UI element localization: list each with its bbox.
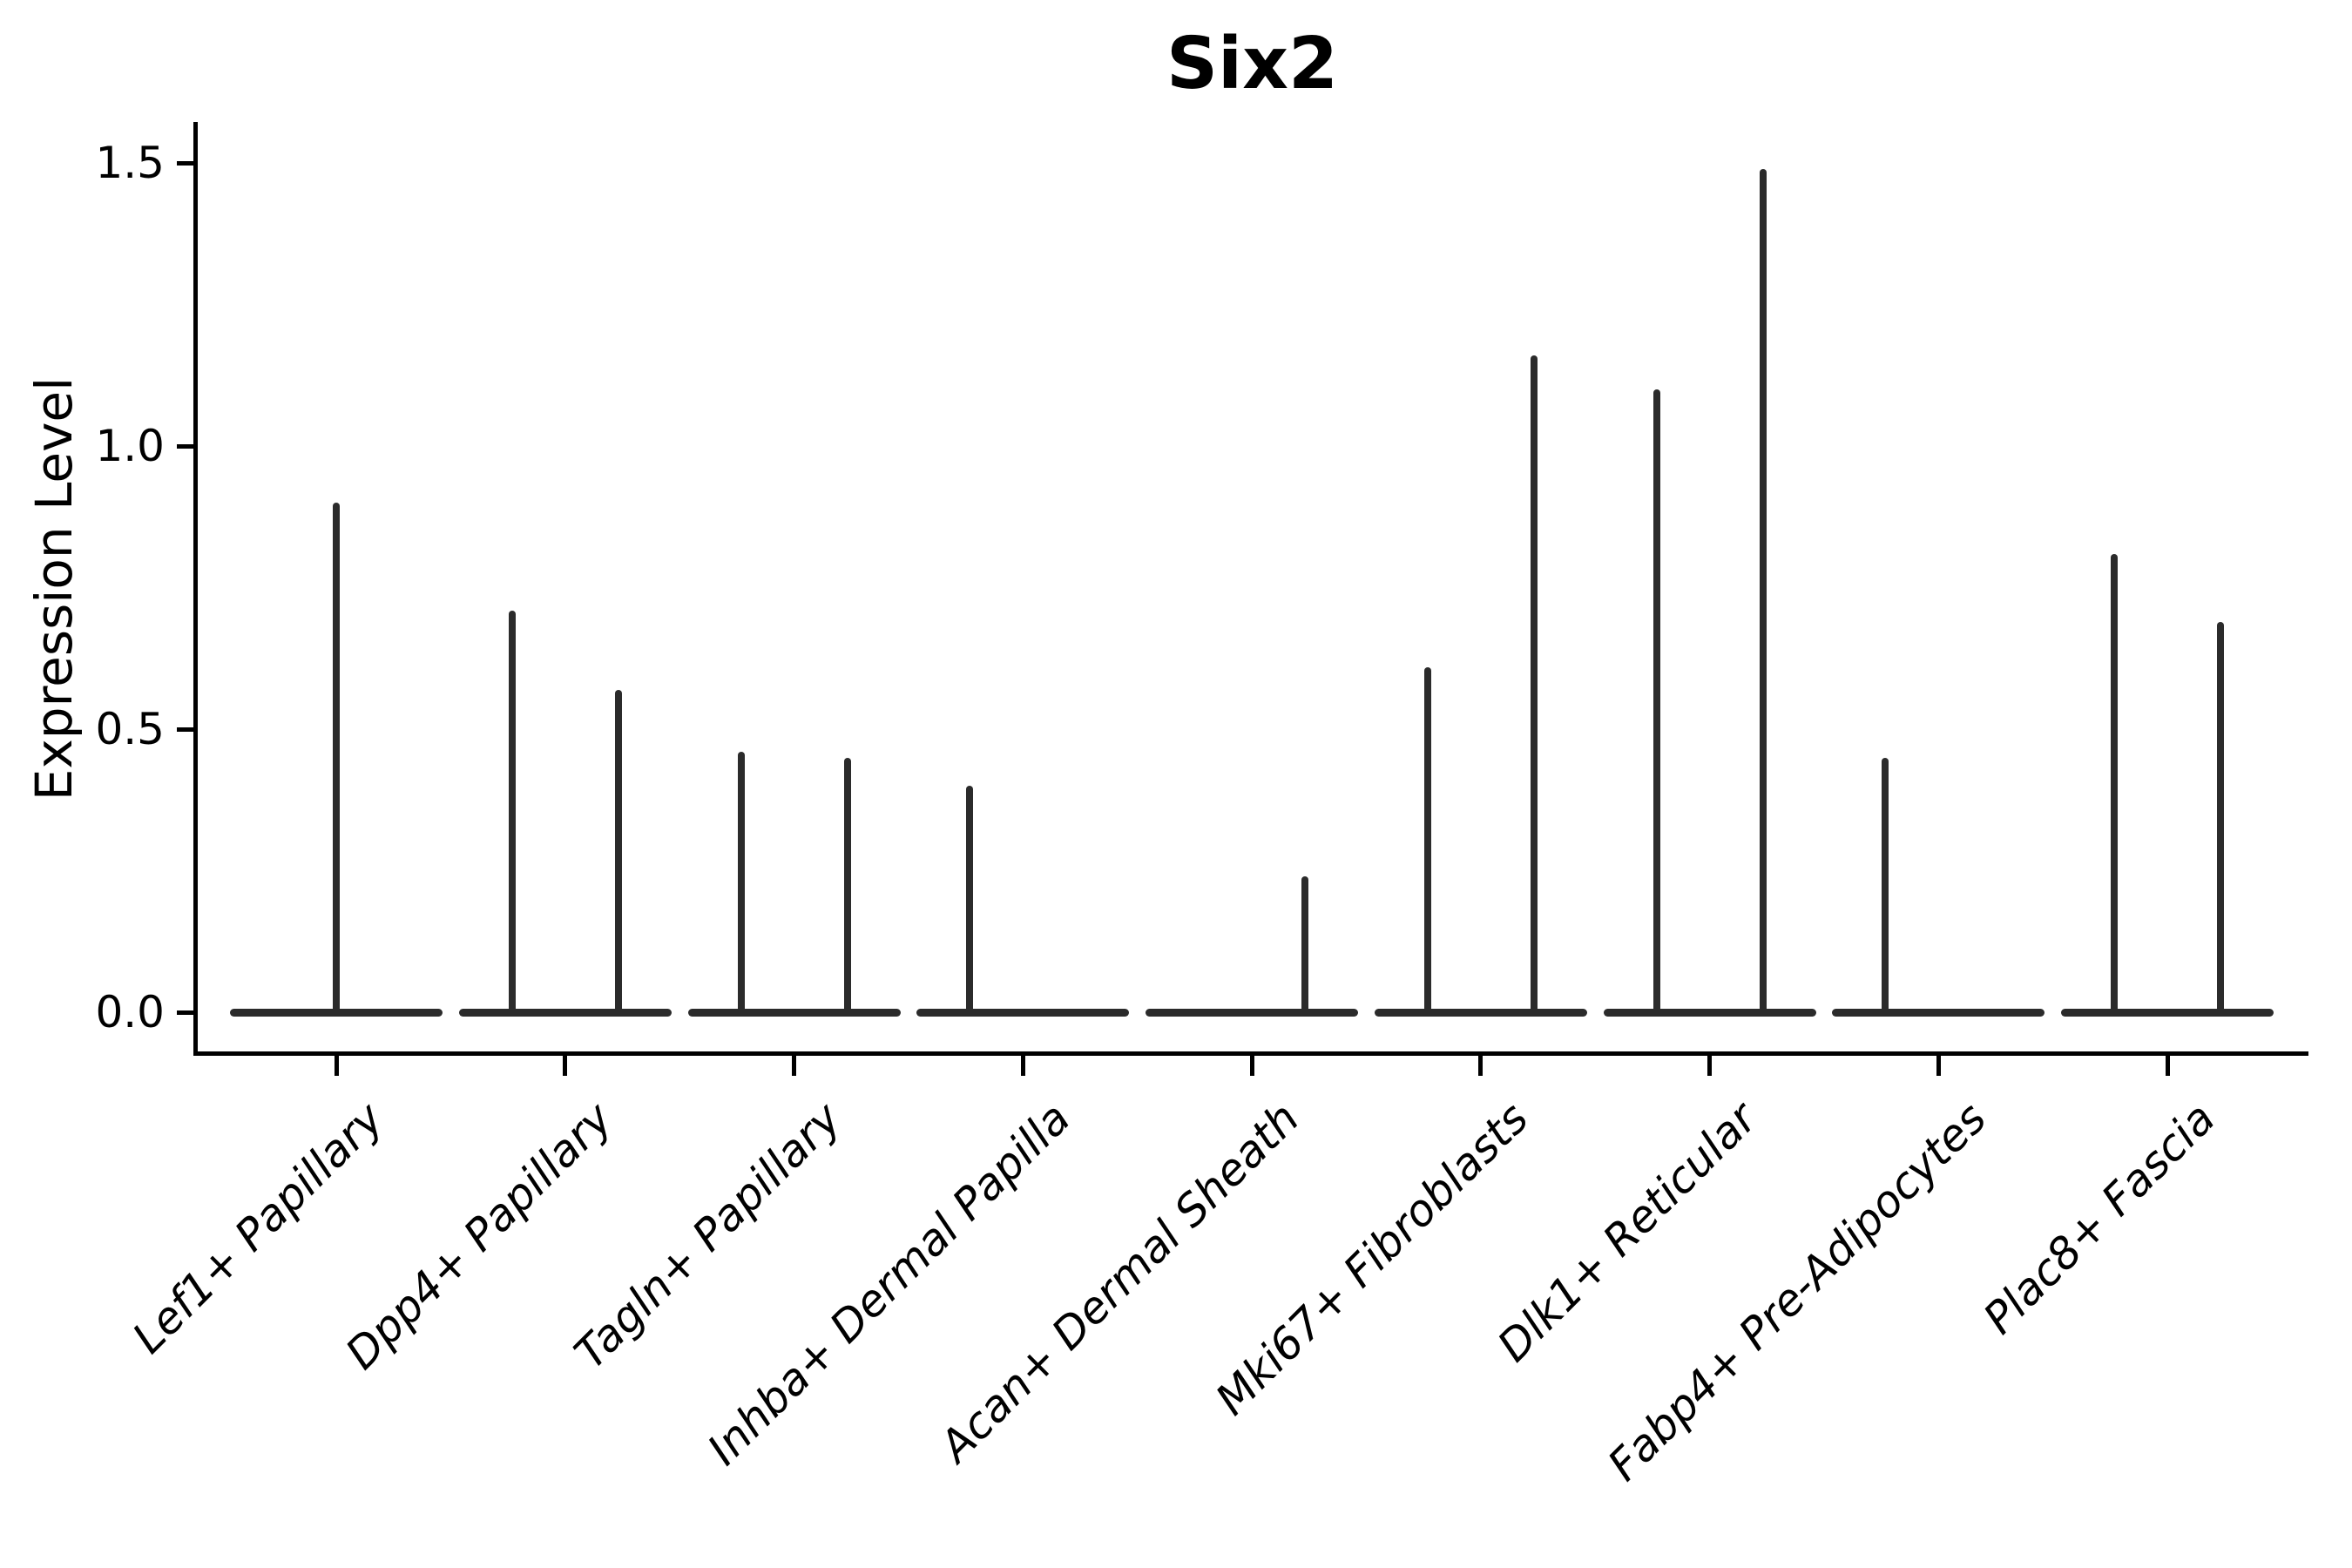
y-tick-mark bbox=[177, 160, 194, 166]
y-axis-spine bbox=[193, 122, 198, 1056]
plot-title: Six2 bbox=[1166, 23, 1339, 105]
violin-spike bbox=[1759, 168, 1767, 1015]
violin-spike bbox=[737, 752, 745, 1015]
violin-baseline bbox=[687, 1008, 901, 1017]
violin-spike bbox=[508, 610, 516, 1015]
x-tick-mark bbox=[563, 1053, 568, 1076]
y-tick-mark bbox=[177, 443, 194, 449]
violin-baseline bbox=[2061, 1008, 2274, 1017]
violin-spike bbox=[1530, 355, 1538, 1015]
x-tick-mark bbox=[1936, 1053, 1941, 1076]
violin-baseline bbox=[1832, 1008, 2045, 1017]
x-tick-mark bbox=[334, 1053, 339, 1076]
y-tick-label: 1.5 bbox=[95, 138, 165, 188]
x-tick-mark bbox=[2165, 1053, 2170, 1076]
x-tick-mark bbox=[1020, 1053, 1025, 1076]
violin-spike bbox=[1652, 389, 1660, 1015]
x-tick-mark bbox=[1249, 1053, 1254, 1076]
y-tick-mark bbox=[177, 727, 194, 732]
x-tick-label: Plac8+ Fascia bbox=[1973, 1092, 2225, 1344]
violin-baseline bbox=[458, 1008, 672, 1017]
x-tick-label: Fabp4+ Pre-Adipocytes bbox=[1598, 1092, 1996, 1491]
violin-spike bbox=[333, 503, 340, 1015]
x-tick-mark bbox=[1707, 1053, 1712, 1076]
violin-baseline bbox=[1374, 1008, 1587, 1017]
y-tick-mark bbox=[177, 1010, 194, 1015]
y-tick-label: 1.0 bbox=[95, 421, 165, 471]
violin-spike bbox=[843, 757, 851, 1015]
y-tick-label: 0.5 bbox=[95, 704, 165, 754]
violin-baseline bbox=[916, 1008, 1130, 1017]
violin-spike bbox=[2111, 553, 2118, 1015]
y-tick-label: 0.0 bbox=[95, 987, 165, 1037]
violin-spike bbox=[966, 786, 974, 1015]
violin-spike bbox=[1301, 876, 1308, 1015]
x-tick-mark bbox=[792, 1053, 796, 1076]
violin-baseline bbox=[1603, 1008, 1816, 1017]
violin-spike bbox=[1423, 666, 1431, 1015]
x-tick-label: Lef1+ Papillary bbox=[123, 1092, 394, 1363]
x-tick-mark bbox=[1478, 1053, 1484, 1076]
violin-baseline bbox=[1146, 1008, 1358, 1017]
violin-spike bbox=[1882, 757, 1889, 1015]
violin-spike bbox=[614, 689, 622, 1015]
violin-spike bbox=[2217, 621, 2224, 1015]
